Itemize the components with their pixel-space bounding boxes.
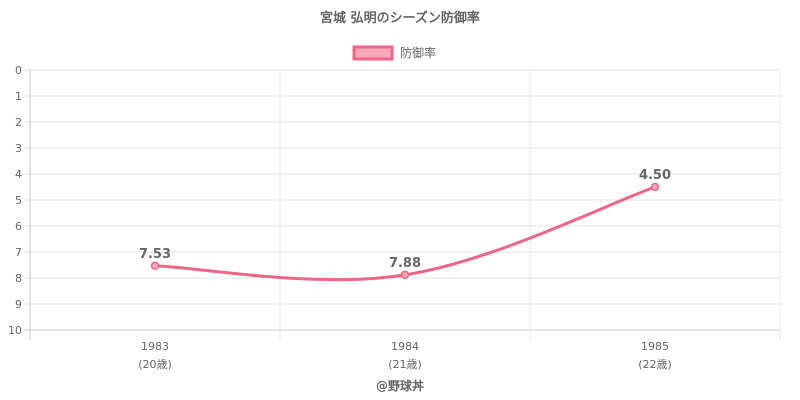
y-tick-label-1: 1 [15, 90, 22, 103]
data-point-1984[interactable] [400, 270, 410, 280]
legend-swatch [352, 45, 394, 61]
y-tick-label-10: 10 [8, 324, 22, 337]
y-tick-label-9: 9 [15, 298, 22, 311]
x-tick-sublabel-1984: (21歳) [388, 358, 422, 371]
data-point-1983[interactable] [150, 261, 160, 271]
grid [24, 69, 781, 340]
y-tick-label-5: 5 [15, 194, 22, 207]
credit-text: @野球丼 [376, 378, 424, 393]
legend-label: 防御率 [400, 45, 436, 60]
y-tick-label-2: 2 [15, 116, 22, 129]
x-tick-label-1983: 1983 [141, 340, 169, 353]
data-label-1984: 7.88 [389, 256, 421, 271]
y-tick-label-3: 3 [15, 142, 22, 155]
data-label-1985: 4.50 [639, 168, 671, 183]
data-point-1985[interactable] [650, 182, 660, 192]
chart-title: 宮城 弘明のシーズン防御率 [320, 10, 480, 26]
y-tick-label-4: 4 [15, 168, 22, 181]
x-tick-sublabel-1983: (20歳) [138, 358, 172, 371]
y-axis: 0 1 2 3 4 5 6 7 8 9 10 [8, 64, 22, 337]
data-label-1983: 7.53 [139, 247, 171, 262]
y-tick-label-6: 6 [15, 220, 22, 233]
x-tick-label-1985: 1985 [641, 340, 669, 353]
legend[interactable]: 防御率 [352, 45, 436, 61]
y-tick-label-8: 8 [15, 272, 22, 285]
x-tick-label-1984: 1984 [391, 340, 419, 353]
x-axis: 1983 (20歳) 1984 (21歳) 1985 (22歳) [138, 340, 672, 371]
x-tick-sublabel-1985: (22歳) [638, 358, 672, 371]
data-labels: 7.53 7.88 4.50 [139, 168, 671, 271]
y-tick-label-0: 0 [15, 64, 22, 77]
y-tick-label-7: 7 [15, 246, 22, 259]
series-layer [150, 182, 660, 282]
